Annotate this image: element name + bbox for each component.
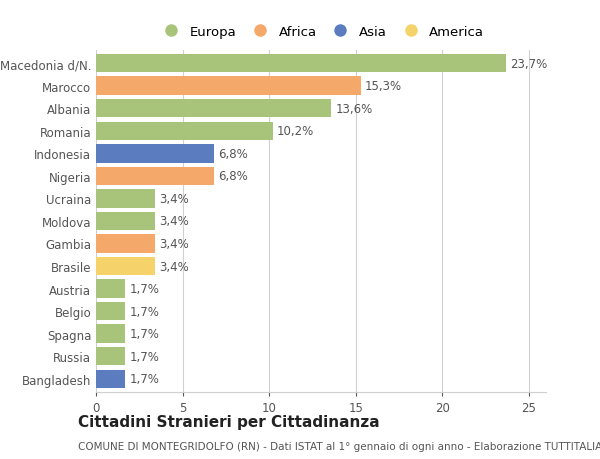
Text: 1,7%: 1,7% (130, 372, 160, 386)
Bar (96, 325, 125, 343)
Bar (96, 280, 125, 298)
Text: 23,7%: 23,7% (511, 57, 548, 71)
Bar (96, 55, 506, 73)
Text: 3,4%: 3,4% (159, 260, 189, 273)
Bar (96, 77, 361, 96)
Bar (96, 100, 331, 118)
Bar (96, 347, 125, 366)
Text: 1,7%: 1,7% (130, 350, 160, 363)
Text: 1,7%: 1,7% (130, 282, 160, 296)
Bar (96, 122, 272, 141)
Bar (96, 212, 155, 231)
Text: 3,4%: 3,4% (159, 237, 189, 251)
Bar (96, 235, 155, 253)
Text: 1,7%: 1,7% (130, 305, 160, 318)
Bar (96, 167, 214, 186)
Bar (96, 369, 125, 388)
Legend: Europa, Africa, Asia, America: Europa, Africa, Asia, America (155, 23, 487, 41)
Text: Cittadini Stranieri per Cittadinanza: Cittadini Stranieri per Cittadinanza (78, 414, 380, 429)
Text: COMUNE DI MONTEGRIDOLFO (RN) - Dati ISTAT al 1° gennaio di ogni anno - Elaborazi: COMUNE DI MONTEGRIDOLFO (RN) - Dati ISTA… (78, 441, 600, 451)
Text: 3,4%: 3,4% (159, 215, 189, 228)
Text: 1,7%: 1,7% (130, 327, 160, 341)
Bar (96, 302, 125, 321)
Bar (96, 145, 214, 163)
Text: 15,3%: 15,3% (365, 80, 402, 93)
Text: 6,8%: 6,8% (218, 170, 248, 183)
Bar (96, 190, 155, 208)
Text: 13,6%: 13,6% (336, 102, 373, 116)
Text: 10,2%: 10,2% (277, 125, 314, 138)
Text: 6,8%: 6,8% (218, 147, 248, 161)
Text: 3,4%: 3,4% (159, 192, 189, 206)
Bar (96, 257, 155, 276)
